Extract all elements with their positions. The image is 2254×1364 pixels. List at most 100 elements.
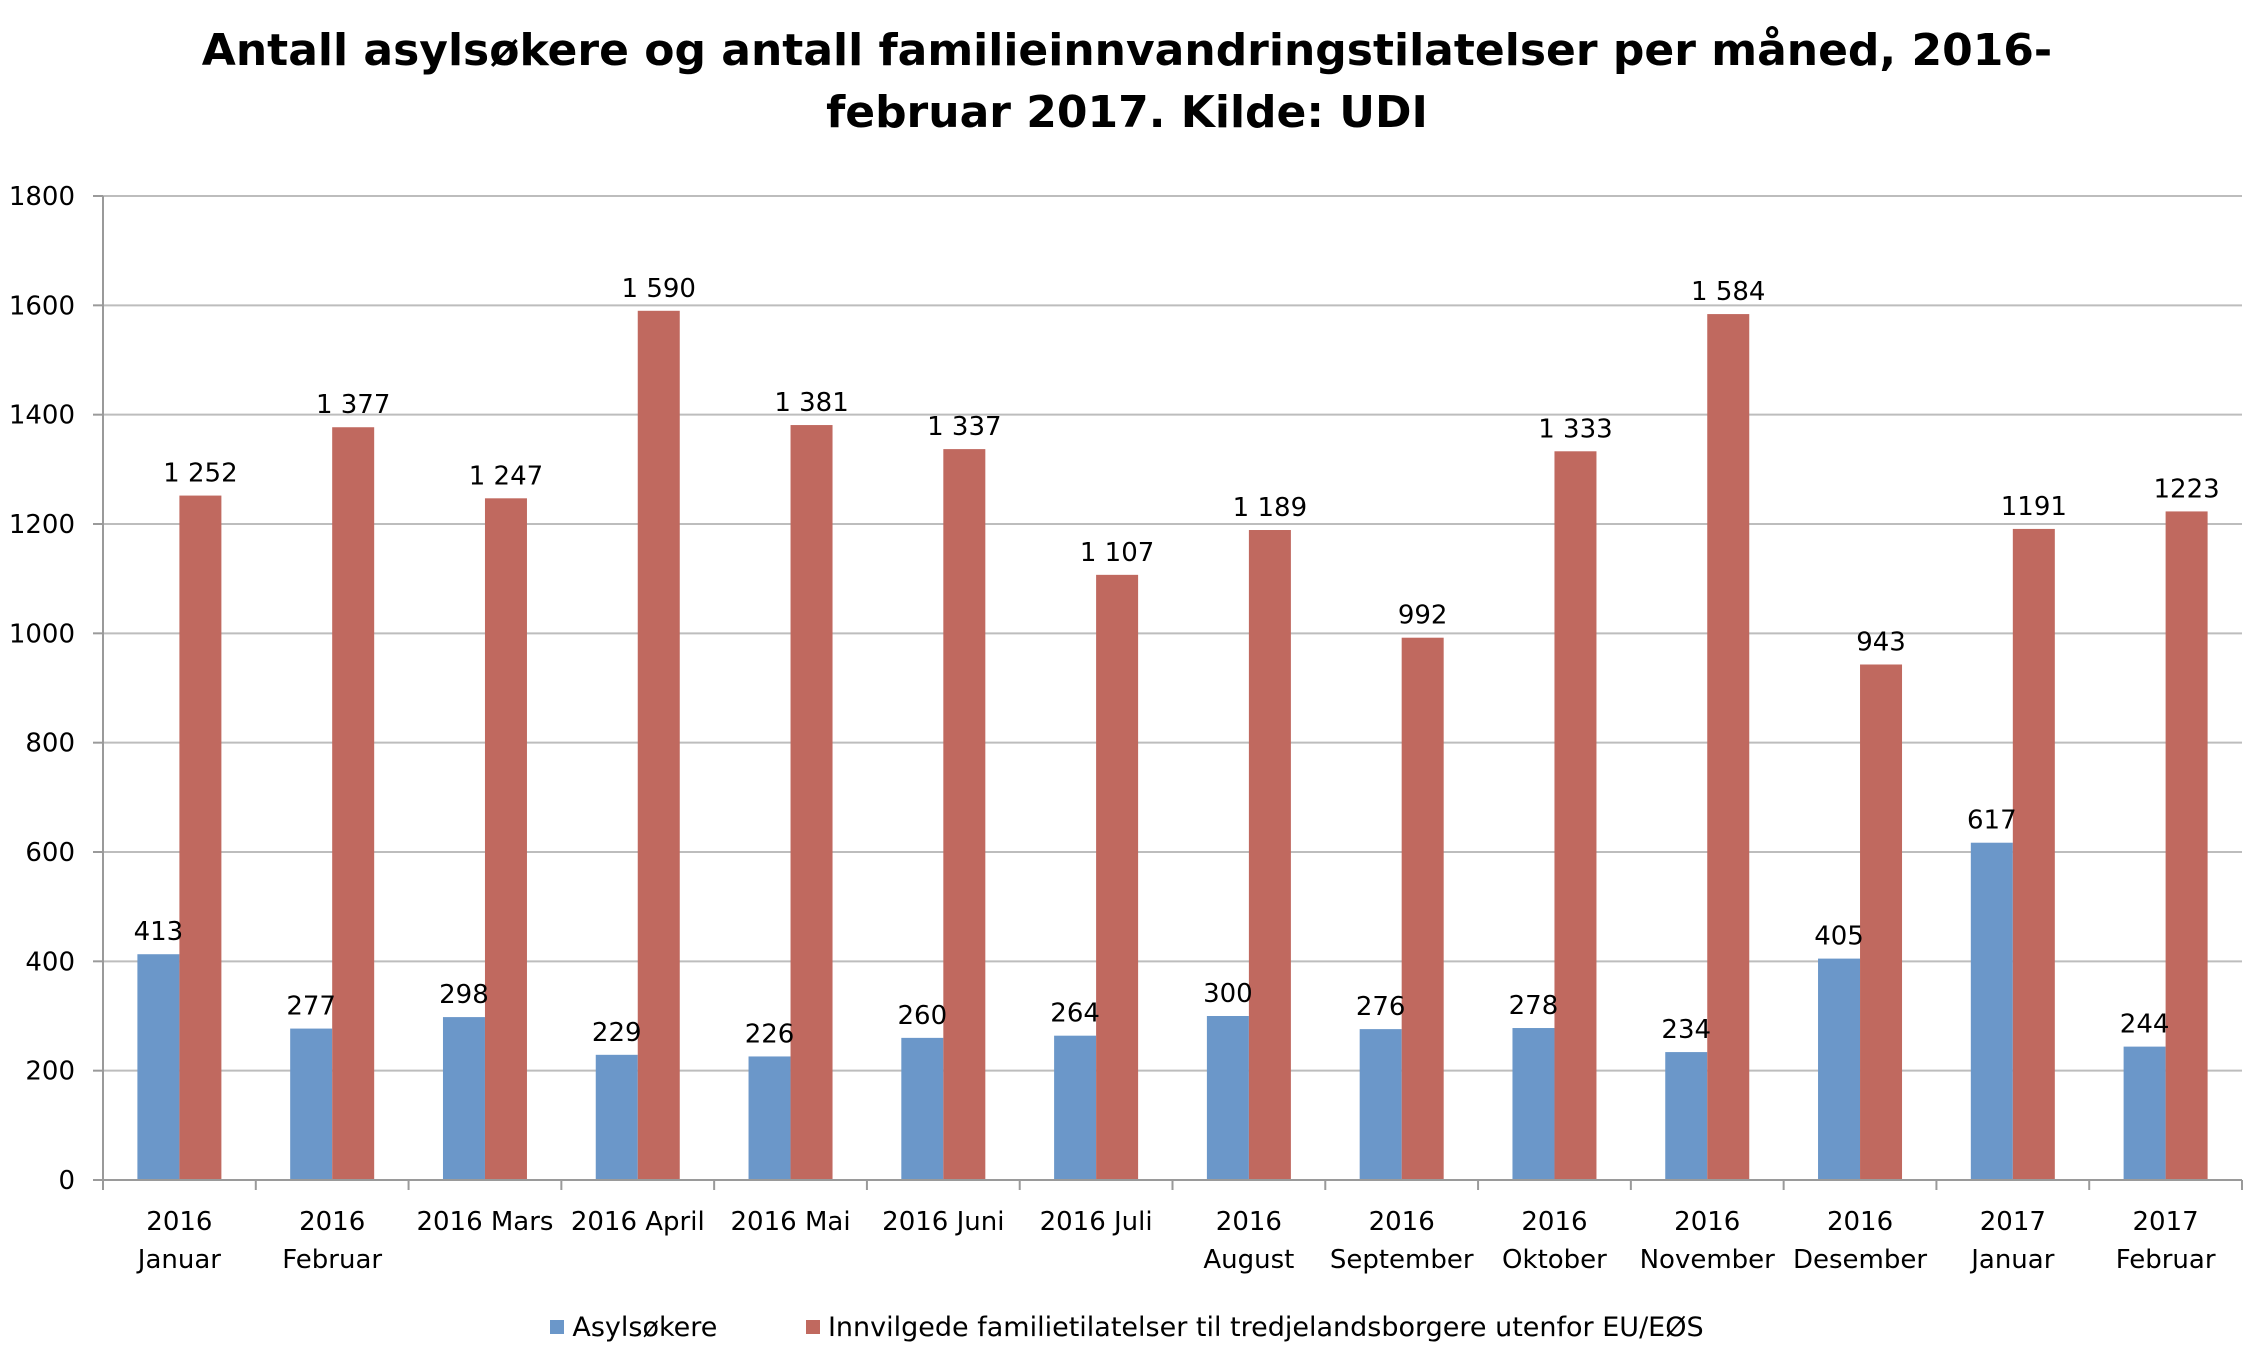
y-tick-label: 800: [25, 729, 75, 759]
x-category-label: Februar: [2116, 1245, 2216, 1275]
x-category-label: 2016 Juni: [882, 1207, 1004, 1237]
data-label: 413: [134, 917, 184, 947]
data-label: 405: [1814, 922, 1864, 952]
data-label: 298: [439, 980, 489, 1010]
y-axis: 0 200 400 600 800 1000 1200 1400 1600 1800: [9, 182, 104, 1196]
bar-familietilatelser: [1401, 637, 1444, 1180]
y-tick-label: 1200: [9, 510, 75, 540]
x-category-label: Desember: [1793, 1245, 1927, 1275]
bar-familietilatelser: [179, 495, 222, 1180]
bar-familietilatelser: [2165, 511, 2208, 1181]
y-tick-label: 200: [25, 1057, 75, 1087]
x-category-label: September: [1330, 1245, 1474, 1275]
bar-asylsokere: [1206, 1016, 1249, 1180]
x-category-label: 2016 Mai: [731, 1207, 851, 1237]
x-category-label: 2016: [1674, 1207, 1740, 1237]
chart-title-line-2: februar 2017. Kilde: UDI: [826, 87, 1428, 138]
legend-item-asylsokere: Asylsøkere: [550, 1312, 717, 1343]
data-label: 617: [1967, 806, 2017, 836]
bar-asylsokere: [137, 954, 180, 1180]
bar-familietilatelser: [1707, 314, 1750, 1181]
gridlines: [103, 195, 2242, 1072]
bar-asylsokere: [290, 1028, 333, 1180]
bar-asylsokere: [2123, 1046, 2166, 1180]
bar-familietilatelser: [1248, 530, 1291, 1180]
data-label: 278: [1509, 991, 1559, 1021]
data-label: 1 107: [1080, 538, 1154, 568]
bar-familietilatelser: [2012, 528, 2055, 1180]
x-category-label: 2017: [1980, 1207, 2046, 1237]
y-tick-label: 0: [58, 1166, 75, 1196]
y-tick-label: 600: [25, 838, 75, 868]
x-category-label: 2016 Juli: [1040, 1207, 1153, 1237]
x-category-label: 2016: [1827, 1207, 1893, 1237]
bar-asylsokere: [1970, 842, 2013, 1180]
legend-label-asylsokere: Asylsøkere: [572, 1311, 718, 1343]
x-category-label: Oktober: [1502, 1245, 1607, 1275]
y-tick-label: 1400: [9, 401, 75, 431]
bar-familietilatelser: [1554, 451, 1597, 1180]
x-category-label: 2016: [1369, 1207, 1435, 1237]
bar-familietilatelser: [484, 498, 527, 1181]
data-label: 1 189: [1233, 493, 1307, 523]
bars: [137, 310, 2208, 1181]
bar-asylsokere: [595, 1054, 638, 1180]
bar-asylsokere: [1512, 1028, 1555, 1180]
legend-swatch-familietilatelser: [805, 1320, 820, 1334]
data-label: 277: [286, 992, 336, 1022]
chart-title-line-1: Antall asylsøkere og antall familieinnva…: [201, 25, 2053, 76]
data-label: 1 333: [1538, 414, 1612, 444]
data-label: 260: [898, 1001, 948, 1031]
data-label: 1 381: [774, 388, 848, 418]
bar-familietilatelser: [332, 427, 375, 1180]
data-label: 1 590: [622, 274, 696, 304]
bar-asylsokere: [748, 1056, 791, 1180]
y-tick-label: 400: [25, 947, 75, 977]
bar-asylsokere: [901, 1037, 944, 1180]
x-category-label: 2016 Mars: [416, 1207, 553, 1237]
data-label: 992: [1398, 601, 1448, 631]
bar-asylsokere: [1359, 1029, 1402, 1180]
legend-label-familietilatelser: Innvilgede familietilatelser til tredjel…: [827, 1311, 1704, 1343]
x-category-label: 2016: [299, 1207, 365, 1237]
y-tick-label: 1000: [9, 619, 75, 649]
data-label: 264: [1050, 999, 1100, 1029]
x-category-label: August: [1203, 1245, 1294, 1275]
bar-familietilatelser: [790, 425, 833, 1180]
bar-familietilatelser: [1860, 664, 1903, 1180]
data-label: 300: [1203, 979, 1253, 1009]
chart-title: Antall asylsøkere og antall familieinnva…: [0, 20, 2254, 144]
bar-asylsokere: [1818, 958, 1861, 1180]
data-labels: 413 1 252 277 1 377 298 1 247 229 1 590 226 1 381…: [134, 274, 2220, 1050]
bar-asylsokere: [442, 1017, 485, 1180]
data-label: 1 337: [927, 412, 1001, 442]
data-label: 1223: [2154, 474, 2220, 504]
bar-familietilatelser: [637, 310, 680, 1180]
data-label: 1191: [2001, 492, 2067, 522]
x-category-label: Februar: [282, 1245, 382, 1275]
x-category-label: 2016: [1216, 1207, 1282, 1237]
legend-swatch-asylsokere: [550, 1320, 565, 1334]
legend-item-familietilatelser: Innvilgede familietilatelser til tredjel…: [805, 1311, 1704, 1343]
data-label: 244: [2120, 1010, 2170, 1040]
x-category-label: 2016 April: [571, 1207, 705, 1237]
data-label: 226: [745, 1019, 795, 1049]
y-tick-label: 1600: [9, 291, 75, 321]
legend: Asylsøkere Innvilgede familietilatelser …: [0, 1310, 2254, 1343]
data-label: 1 377: [316, 390, 390, 420]
x-axis: 2016 Januar 2016 Februar 2016 Mars 2016 April…: [102, 1179, 2243, 1275]
x-category-label: 2016: [146, 1207, 212, 1237]
data-label: 229: [592, 1018, 642, 1048]
data-label: 1 252: [163, 459, 237, 489]
x-category-label: Januar: [1969, 1245, 2054, 1275]
data-label: 1 247: [469, 461, 543, 491]
data-label: 276: [1356, 992, 1406, 1022]
x-category-label: November: [1640, 1245, 1776, 1275]
bar-familietilatelser: [943, 449, 986, 1180]
data-label: 943: [1856, 627, 1906, 657]
bar-familietilatelser: [1096, 574, 1139, 1180]
data-label: 1 584: [1691, 277, 1765, 307]
data-label: 234: [1661, 1015, 1711, 1045]
x-category-label: Januar: [136, 1245, 221, 1275]
